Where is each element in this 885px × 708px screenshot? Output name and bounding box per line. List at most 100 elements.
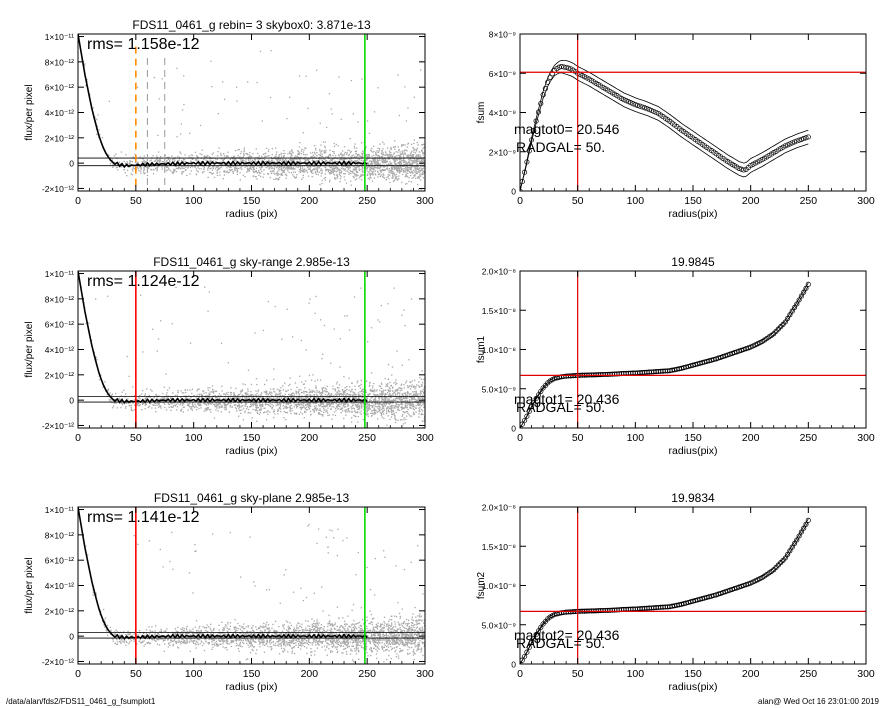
scatter-point	[333, 168, 336, 170]
scatter-point	[331, 113, 333, 115]
scatter-point	[356, 398, 358, 400]
scatter-point	[376, 393, 378, 396]
scatter-point	[136, 398, 138, 401]
scatter-point	[375, 174, 377, 176]
scatter-point	[252, 166, 254, 168]
scatter-point	[199, 403, 201, 405]
scatter-point	[270, 50, 272, 52]
scatter-point	[319, 408, 321, 410]
scatter-point	[295, 393, 298, 395]
scatter-point	[262, 163, 264, 165]
scatter-point	[269, 161, 271, 163]
scatter-point	[247, 390, 249, 392]
scatter-point	[331, 171, 334, 174]
scatter-point	[271, 408, 273, 410]
scatter-point	[191, 408, 193, 410]
scatter-point	[223, 158, 226, 160]
scatter-point	[208, 165, 211, 167]
scatter-point	[383, 174, 385, 176]
scatter-point	[107, 295, 109, 297]
scatter-point	[252, 405, 254, 407]
scatter-point	[212, 172, 214, 174]
scatter-point	[191, 403, 193, 405]
scatter-point	[255, 402, 257, 405]
scatter-point	[366, 120, 369, 122]
scatter-point	[214, 158, 217, 160]
scatter-point	[407, 391, 409, 393]
scatter-point	[421, 413, 423, 415]
scatter-point	[275, 153, 277, 155]
scatter-point	[415, 150, 418, 152]
scatter-point	[107, 390, 109, 392]
scatter-point	[371, 147, 373, 149]
scatter-point	[357, 121, 359, 123]
scatter-point	[416, 384, 418, 386]
scatter-point	[186, 174, 188, 176]
scatter-point	[237, 394, 239, 397]
scatter-point	[372, 168, 374, 170]
scatter-point	[309, 152, 312, 154]
scatter-point	[308, 406, 310, 408]
scatter-point	[403, 387, 405, 389]
scatter-point	[386, 393, 388, 395]
scatter-point	[232, 157, 234, 159]
scatter-point	[147, 166, 150, 168]
scatter-point	[360, 159, 362, 161]
scatter-point	[290, 153, 292, 155]
scatter-point	[346, 153, 348, 155]
scatter-point	[278, 404, 280, 406]
scatter-point	[180, 160, 183, 162]
scatter-point	[390, 169, 392, 172]
scatter-point	[203, 410, 205, 412]
scatter-point	[372, 396, 374, 398]
scatter-point	[343, 153, 346, 155]
scatter-point	[248, 170, 250, 172]
scatter-point	[125, 393, 127, 395]
scatter-point	[348, 154, 350, 156]
scatter-point	[282, 153, 285, 155]
scatter-point	[106, 389, 108, 391]
scatter-point	[136, 404, 138, 406]
scatter-point	[273, 397, 275, 399]
scatter-point	[304, 170, 306, 172]
scatter-point	[284, 398, 286, 400]
scatter-point	[382, 153, 384, 155]
scatter-point	[370, 174, 372, 176]
scatter-point	[287, 389, 289, 391]
scatter-point	[318, 171, 320, 173]
scatter-point	[421, 144, 423, 146]
scatter-point	[317, 159, 319, 162]
scatter-point	[288, 384, 290, 387]
scatter-point	[402, 173, 404, 176]
scatter-point	[204, 408, 206, 410]
scatter-point	[406, 156, 408, 158]
scatter-point	[387, 389, 389, 391]
scatter-point	[354, 410, 356, 412]
scatter-point	[405, 382, 407, 384]
scatter-point	[326, 391, 328, 393]
scatter-point	[312, 169, 314, 171]
scatter-point	[367, 394, 369, 396]
scatter-point	[168, 156, 170, 158]
scatter-point	[244, 383, 246, 386]
scatter-point	[332, 171, 334, 173]
scatter-point	[331, 402, 333, 404]
scatter-point	[214, 395, 216, 397]
scatter-point	[420, 156, 422, 158]
scatter-point	[396, 169, 398, 172]
scatter-point	[390, 151, 392, 154]
scatter-point	[279, 176, 281, 179]
scatter-point	[324, 176, 327, 179]
scatter-point	[377, 160, 379, 162]
scatter-point	[406, 168, 408, 170]
scatter-point	[284, 393, 286, 395]
scatter-point	[108, 399, 110, 401]
scatter-point	[385, 398, 387, 400]
scatter-point	[312, 165, 314, 167]
scatter-point	[399, 396, 401, 398]
flux-marker	[651, 108, 657, 115]
scatter-point	[276, 158, 278, 160]
scatter-point	[273, 164, 275, 166]
scatter-point	[180, 123, 182, 125]
scatter-point	[388, 403, 390, 405]
